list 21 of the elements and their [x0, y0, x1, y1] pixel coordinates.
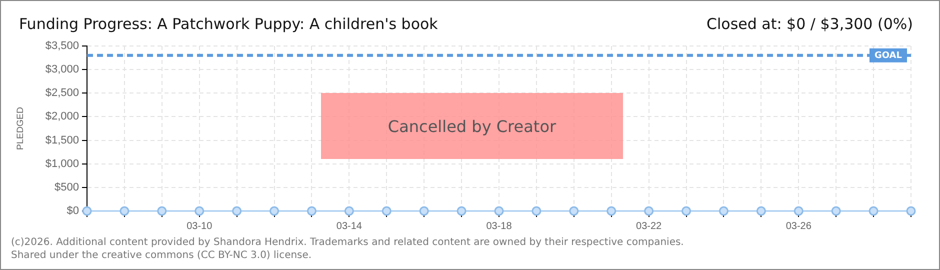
cancelled-banner: Cancelled by Creator: [321, 93, 623, 159]
y-tick-label: $2,000: [45, 110, 79, 123]
x-tick-label: 03-18: [486, 220, 512, 232]
x-tick-label: 03-26: [786, 220, 812, 232]
y-tick-label: $2,500: [45, 87, 79, 100]
y-tick-label: $3,000: [45, 64, 79, 76]
y-tick-label: $1,500: [45, 134, 79, 146]
x-tick-label: 03-14: [336, 220, 362, 232]
chart-title: Funding Progress: A Patchwork Puppy: A children's book: [19, 15, 438, 33]
y-tick-label: $1,000: [45, 158, 79, 170]
y-tick-label: $0: [66, 205, 79, 218]
y-tick-label: $3,500: [45, 40, 79, 52]
y-axis-title: PLEDGED: [14, 106, 25, 150]
x-tick-label: 03-10: [186, 220, 213, 232]
chart-subtitle: Closed at: $0 / $3,300 (0%): [706, 15, 913, 33]
text: (c)2026. Additional content provided by Shandora Hendrix. Trademarks and related content are owned by their respective companies.: [11, 237, 684, 248]
text: Shared under the creative commons (CC BY-NC 3.0) license.: [11, 250, 312, 261]
x-tick-label: 03-22: [636, 220, 662, 232]
ref-line-label: GOAL: [874, 50, 902, 61]
y-tick-label: $500: [54, 181, 79, 194]
annotation: Cancelled by Creator: [388, 116, 556, 136]
